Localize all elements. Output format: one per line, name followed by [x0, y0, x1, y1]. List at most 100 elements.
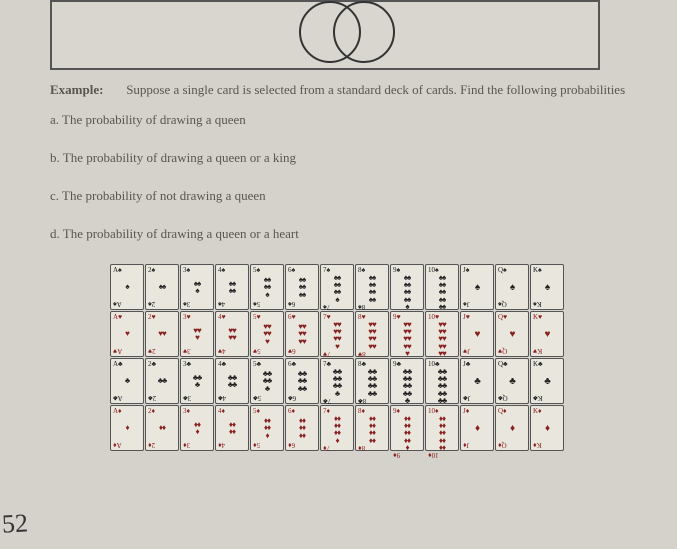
card-rank-top: 4♦: [218, 408, 246, 415]
card-rank-top: 2♠: [148, 267, 176, 274]
playing-card: Q♠ ♠ Q♠: [495, 264, 529, 310]
playing-card: 10♣♣♣ ♣♣ ♣♣ ♣♣ ♣♣ 10♣: [425, 358, 459, 404]
card-rank-top: A♦: [113, 408, 141, 415]
card-rank-top: 2♦: [148, 408, 176, 415]
card-rank-bottom: 5♥: [253, 347, 281, 354]
card-pips: ♥: [533, 330, 561, 339]
card-rank-top: Q♥: [498, 314, 526, 321]
playing-card: 9♥♥♥ ♥♥ ♥♥ ♥♥ ♥9♥: [390, 311, 424, 357]
card-pips: ♠♠ ♠♠ ♠♠ ♠♠ ♠♠: [428, 274, 456, 310]
card-pips: ♦♦ ♦♦ ♦♦ ♦♦ ♦: [393, 415, 421, 451]
card-rank-top: J♠: [463, 267, 491, 274]
playing-card: 4♥♥♥ ♥♥ 4♥: [215, 311, 249, 357]
card-rank-bottom: 2♣: [148, 394, 176, 401]
playing-card: 8♥♥♥ ♥♥ ♥♥ ♥♥ 8♥: [355, 311, 389, 357]
card-rank-bottom: 3♦: [183, 441, 211, 448]
card-rank-bottom: J♠: [463, 300, 491, 307]
card-rank-top: 3♥: [183, 314, 211, 321]
card-rank-bottom: A♦: [113, 441, 141, 448]
card-pips: ♠: [533, 283, 561, 292]
example-text: Suppose a single card is selected from a…: [126, 82, 625, 97]
card-rank-bottom: 7♥: [323, 350, 351, 357]
card-pips: ♠♠ ♠♠ ♠♠ ♠: [323, 274, 351, 303]
card-rank-bottom: 4♠: [218, 300, 246, 307]
card-deck: A♠♠A♠2♠♠♠ 2♠3♠♠♠ ♠3♠4♠♠♠ ♠♠ 4♠5♠♠♠ ♠♠ ♠5…: [110, 264, 657, 451]
playing-card: 8♣♣♣ ♣♣ ♣♣ ♣♣ 8♣: [355, 358, 389, 404]
card-rank-top: 3♣: [183, 361, 211, 368]
card-rank-top: J♥: [463, 314, 491, 321]
card-rank-top: 6♦: [288, 408, 316, 415]
card-rank-top: A♥: [113, 314, 141, 321]
card-rank-bottom: 8♣: [358, 397, 386, 404]
playing-card: K♣♣K♣: [530, 358, 564, 404]
card-rank-top: 6♥: [288, 314, 316, 321]
card-rank-top: K♠: [533, 267, 561, 274]
card-rank-top: Q♦: [498, 408, 526, 415]
card-rank-bottom: 5♣: [253, 394, 281, 401]
card-pips: ♦♦ ♦♦ ♦♦ ♦: [323, 415, 351, 444]
item-a: a. The probability of drawing a queen: [50, 112, 657, 128]
card-pips: ♥♥ ♥♥: [218, 327, 246, 341]
card-rank-top: 6♣: [288, 361, 316, 368]
card-pips: ♣: [498, 377, 526, 386]
card-pips: ♦♦ ♦♦ ♦♦: [288, 417, 316, 439]
card-pips: ♣: [533, 377, 561, 386]
card-pips: ♣♣ ♣♣: [218, 374, 246, 388]
card-rank-bottom: A♠: [113, 300, 141, 307]
item-c: c. The probability of not drawing a quee…: [50, 188, 657, 204]
card-rank-top: K♦: [533, 408, 561, 415]
card-pips: ♦: [498, 424, 526, 433]
card-pips: ♦: [113, 424, 141, 431]
card-rank-top: 2♣: [148, 361, 176, 368]
card-rank-top: K♥: [533, 314, 561, 321]
card-pips: ♠: [498, 283, 526, 292]
card-rank-bottom: 6♣: [288, 394, 316, 401]
venn-circle-left: [300, 2, 360, 62]
playing-card: 9♦♦♦ ♦♦ ♦♦ ♦♦ ♦9♦: [390, 405, 424, 451]
playing-card: A♥ ♥ A♥: [110, 311, 144, 357]
card-pips: ♠♠ ♠♠: [218, 280, 246, 294]
card-pips: ♥♥ ♥♥ ♥♥ ♥♥ ♥♥: [428, 321, 456, 357]
card-rank-top: 5♦: [253, 408, 281, 415]
card-rank-bottom: K♣: [533, 394, 561, 401]
card-pips: ♥♥: [148, 330, 176, 337]
playing-card: 8♠♠♠ ♠♠ ♠♠ ♠♠ 8♠: [355, 264, 389, 310]
card-rank-bottom: J♦: [463, 441, 491, 448]
card-pips: ♠♠ ♠♠ ♠: [253, 276, 281, 298]
card-rank-bottom: Q♠: [498, 300, 526, 307]
card-rank-top: 5♥: [253, 314, 281, 321]
card-rank-top: J♣: [463, 361, 491, 368]
card-rank-bottom: Q♥: [498, 347, 526, 354]
card-rank-bottom: 3♥: [183, 347, 211, 354]
card-pips: ♥♥ ♥♥ ♥♥ ♥♥ ♥: [393, 321, 421, 357]
card-rank-bottom: A♥: [113, 347, 141, 354]
playing-card: 5♥♥♥ ♥♥ ♥5♥: [250, 311, 284, 357]
card-rank-bottom: 4♦: [218, 441, 246, 448]
card-rank-bottom: A♣: [113, 394, 141, 401]
card-pips: ♥: [113, 330, 141, 337]
venn-circle-right: [334, 2, 394, 62]
card-pips: ♦♦ ♦♦ ♦♦ ♦♦ ♦♦: [428, 415, 456, 451]
card-rank-bottom: 9♦: [393, 451, 421, 458]
card-rank-bottom: 2♥: [148, 347, 176, 354]
suit-row: A♥♥A♥2♥♥♥ 2♥3♥♥♥ ♥3♥4♥♥♥ ♥♥ 4♥5♥♥♥ ♥♥ ♥5…: [110, 311, 657, 357]
card-rank-bottom: 7♦: [323, 444, 351, 451]
item-d: d. The probability of drawing a queen or…: [50, 226, 657, 242]
card-rank-bottom: K♠: [533, 300, 561, 307]
card-pips: ♥♥ ♥: [183, 327, 211, 341]
card-pips: ♣♣ ♣♣ ♣: [253, 370, 281, 392]
playing-card: J♦♦J♦: [460, 405, 494, 451]
card-rank-bottom: Q♦: [498, 441, 526, 448]
playing-card: 3♥ ♥♥ ♥ 3♥: [180, 311, 214, 357]
card-pips: ♦♦ ♦♦ ♦: [253, 417, 281, 439]
playing-card: 7♣♣♣ ♣♣ ♣♣ ♣7♣: [320, 358, 354, 404]
card-rank-top: Q♣: [498, 361, 526, 368]
card-rank-bottom: 6♦: [288, 441, 316, 448]
playing-card: 2♥ ♥♥ 2♥: [145, 311, 179, 357]
card-rank-top: Q♠: [498, 267, 526, 274]
card-rank-bottom: 4♣: [218, 394, 246, 401]
card-rank-top: 2♥: [148, 314, 176, 321]
card-pips: ♥: [463, 330, 491, 339]
card-pips: ♣♣ ♣♣ ♣♣: [288, 370, 316, 392]
playing-card: 6♣ ♣♣ ♣♣ ♣♣ 6♣: [285, 358, 319, 404]
